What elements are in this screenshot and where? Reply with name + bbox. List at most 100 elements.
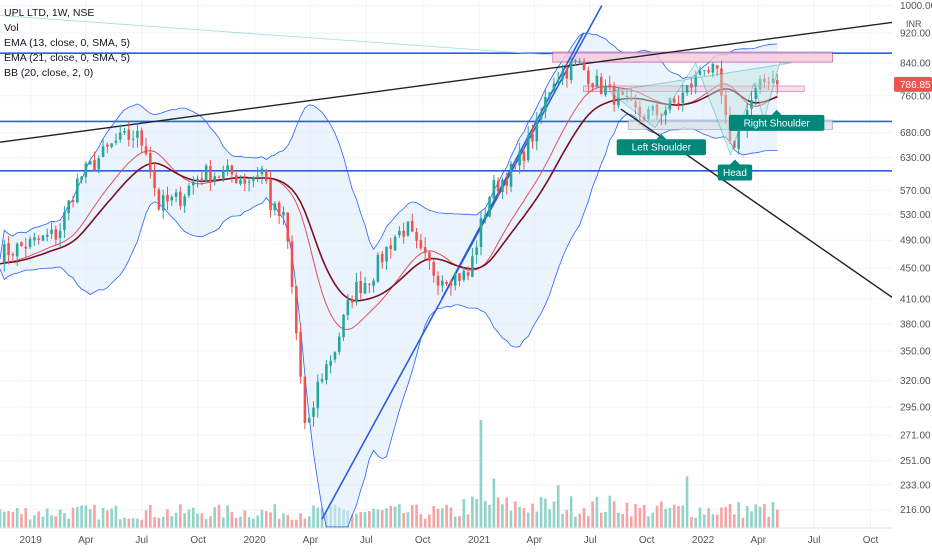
candle-body bbox=[587, 70, 590, 85]
legend-vol[interactable]: Vol bbox=[4, 22, 19, 34]
volume-bar bbox=[664, 508, 667, 528]
candle-body bbox=[625, 95, 629, 97]
volume-bar bbox=[638, 507, 642, 528]
volume-bar bbox=[711, 514, 715, 528]
candle-body bbox=[106, 144, 109, 147]
volume-bar bbox=[33, 515, 36, 528]
ema-13-line bbox=[0, 83, 778, 331]
legend-bb[interactable]: BB (20, close, 2, 0) bbox=[4, 67, 94, 79]
volume-bar bbox=[161, 516, 165, 528]
candle-body bbox=[655, 104, 659, 115]
volume-bar bbox=[754, 504, 758, 528]
volume-bar bbox=[608, 495, 612, 528]
annotation-label: Head bbox=[723, 168, 747, 179]
candle-body bbox=[269, 179, 272, 211]
legend-ema21[interactable]: EMA (21, close, 0, SMA, 5) bbox=[4, 52, 131, 64]
volume-bar bbox=[269, 512, 272, 528]
head-shoulders-pattern[interactable] bbox=[607, 61, 792, 157]
volume-bar bbox=[466, 514, 470, 528]
candle-body bbox=[642, 116, 646, 119]
trendline bbox=[0, 21, 893, 143]
volume-bar bbox=[37, 511, 40, 528]
candle-body bbox=[110, 143, 113, 147]
annotation-right-shoulder[interactable]: Right Shoulder bbox=[728, 109, 825, 131]
volume-bar bbox=[410, 504, 414, 528]
annotations[interactable]: Left Shoulder Head Right Shoulder bbox=[616, 109, 825, 181]
volume-bar bbox=[406, 512, 410, 528]
candle-body bbox=[93, 160, 96, 171]
currency-label: INR bbox=[906, 19, 922, 29]
annotation-head[interactable]: Head bbox=[717, 159, 753, 181]
price-tick-label: 271.00 bbox=[900, 431, 931, 442]
volume-bar bbox=[587, 516, 590, 528]
candle-body bbox=[76, 178, 79, 203]
price-tick-label: 490.00 bbox=[900, 236, 931, 247]
volume-bar bbox=[355, 513, 358, 528]
price-tick-label: 570.00 bbox=[900, 186, 931, 197]
candle-body bbox=[496, 180, 500, 192]
volume-bar bbox=[118, 519, 122, 528]
volume-bar bbox=[398, 504, 401, 528]
candle-body bbox=[629, 97, 633, 101]
volume-bar bbox=[131, 518, 135, 528]
time-tick-label: Apr bbox=[750, 535, 766, 546]
volume-bar bbox=[720, 507, 723, 528]
volume-bar bbox=[45, 508, 49, 528]
volume-bar bbox=[745, 506, 749, 528]
candle-body bbox=[286, 212, 290, 242]
volume-bar bbox=[239, 516, 242, 528]
candle-body bbox=[191, 181, 195, 186]
legend-ema13[interactable]: EMA (13, close, 0, SMA, 5) bbox=[4, 37, 131, 49]
time-tick-label: Apr bbox=[78, 535, 94, 546]
annotation-left-shoulder[interactable]: Left Shoulder bbox=[616, 134, 706, 156]
candle-body bbox=[187, 185, 191, 196]
candle-body bbox=[436, 275, 440, 286]
candle-body bbox=[526, 135, 530, 161]
volume-bar bbox=[106, 510, 109, 528]
volume-bar bbox=[436, 508, 440, 528]
candle-body bbox=[123, 130, 126, 133]
volume-bar bbox=[127, 518, 131, 528]
volume-bar bbox=[423, 518, 427, 528]
legend-symbol[interactable]: UPL LTD, 1W, NSE bbox=[4, 7, 95, 19]
volume-bar bbox=[647, 516, 650, 528]
volume-bar bbox=[526, 512, 530, 528]
candle-body bbox=[758, 78, 762, 90]
volume-bar bbox=[191, 507, 195, 528]
volume-bar bbox=[565, 509, 569, 528]
candle-body bbox=[3, 244, 6, 263]
volume-bar bbox=[376, 509, 380, 528]
volume-bar bbox=[514, 501, 517, 528]
volume-bar bbox=[737, 502, 740, 528]
volume-bar bbox=[591, 501, 594, 528]
volume-bar bbox=[548, 509, 551, 528]
volume-bar bbox=[694, 517, 697, 528]
candle-body bbox=[711, 64, 715, 73]
candle-body bbox=[376, 254, 380, 282]
candle-body bbox=[33, 237, 36, 241]
price-tick-label: 840.00 bbox=[900, 58, 931, 69]
volume-bar bbox=[492, 478, 496, 528]
price-tick-label: 630.00 bbox=[900, 153, 931, 164]
volume-bar bbox=[488, 504, 491, 528]
volume-bar bbox=[67, 518, 70, 528]
volume-bar bbox=[775, 509, 779, 528]
volume-bar bbox=[505, 497, 509, 528]
volume-bar bbox=[707, 508, 710, 528]
price-tick-label: 680.00 bbox=[900, 128, 931, 139]
candle-body bbox=[488, 197, 491, 217]
volume-bar bbox=[462, 499, 466, 528]
candle-body bbox=[28, 238, 32, 248]
candle-body bbox=[346, 299, 350, 315]
volume-bar bbox=[445, 504, 448, 528]
candle-body bbox=[544, 96, 547, 112]
candle-body bbox=[690, 83, 693, 88]
candle-body bbox=[432, 262, 436, 276]
volume-bar bbox=[518, 507, 521, 528]
candle-body bbox=[441, 280, 444, 286]
candle-body bbox=[535, 118, 539, 142]
candle-body bbox=[518, 151, 521, 166]
